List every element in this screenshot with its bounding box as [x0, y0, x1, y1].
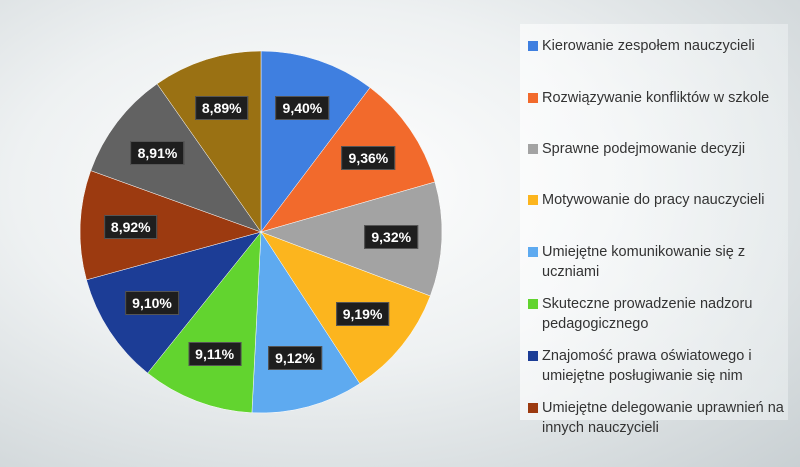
legend-item-7: Umiejętne delegowanie uprawnień na innyc…: [528, 398, 792, 438]
legend-item-6: Znajomość prawa oświatowego i umiejętne …: [528, 346, 792, 386]
data-label-2: 9,32%: [364, 225, 419, 250]
legend: Kierowanie zespołem nauczycieli Rozwiązyw…: [520, 24, 788, 436]
data-label-3: 9,19%: [335, 301, 390, 326]
legend-swatch: [528, 93, 538, 103]
legend-label: Motywowanie do pracy nauczycieli: [542, 192, 765, 208]
data-label-5: 9,11%: [188, 341, 242, 366]
legend-item-3: Motywowanie do pracy nauczycieli: [528, 190, 792, 210]
legend-label: Kierowanie zespołem nauczycieli: [542, 38, 755, 54]
legend-label: Umiejętne komunikowanie się z uczniami: [542, 244, 746, 280]
legend-label: Umiejętne delegowanie uprawnień na innyc…: [542, 400, 784, 436]
pie-slice-5: [147, 231, 262, 414]
data-label-9: 8,89%: [194, 95, 249, 120]
legend-swatch: [528, 144, 538, 154]
legend-item-1: Rozwiązywanie konfliktów w szkole: [528, 88, 792, 108]
data-label-0: 9,40%: [275, 96, 330, 121]
legend-swatch: [528, 299, 538, 309]
legend-item-0: Kierowanie zespołem nauczycieli: [528, 36, 792, 56]
legend-swatch: [528, 403, 538, 413]
legend-label: Rozwiązywanie konfliktów w szkole: [542, 90, 770, 106]
data-label-8: 8,91%: [130, 140, 185, 165]
legend-swatch: [528, 41, 538, 51]
pie-slice-0: [260, 50, 371, 233]
data-label-6: 9,10%: [125, 291, 179, 316]
legend-item-2: Sprawne podejmowanie decyzji: [528, 139, 792, 159]
data-label-7: 8,92%: [103, 214, 158, 239]
legend-swatch: [528, 351, 538, 361]
data-label-1: 9,36%: [341, 146, 396, 171]
legend-swatch: [528, 247, 538, 257]
legend-label: Znajomość prawa oświatowego i umiejętne …: [542, 348, 752, 384]
pie-slice-2: [260, 181, 443, 297]
legend-item-5: Skuteczne prowadzenie nadzoru pedagogicz…: [528, 294, 792, 334]
legend-label: Skuteczne prowadzenie nadzoru pedagogicz…: [542, 296, 753, 332]
legend-item-4: Umiejętne komunikowanie się z uczniami: [528, 242, 792, 282]
legend-label: Sprawne podejmowanie decyzji: [542, 141, 746, 157]
data-label-4: 9,12%: [268, 345, 322, 370]
legend-swatch: [528, 195, 538, 205]
pie-slice-7: [79, 170, 262, 281]
